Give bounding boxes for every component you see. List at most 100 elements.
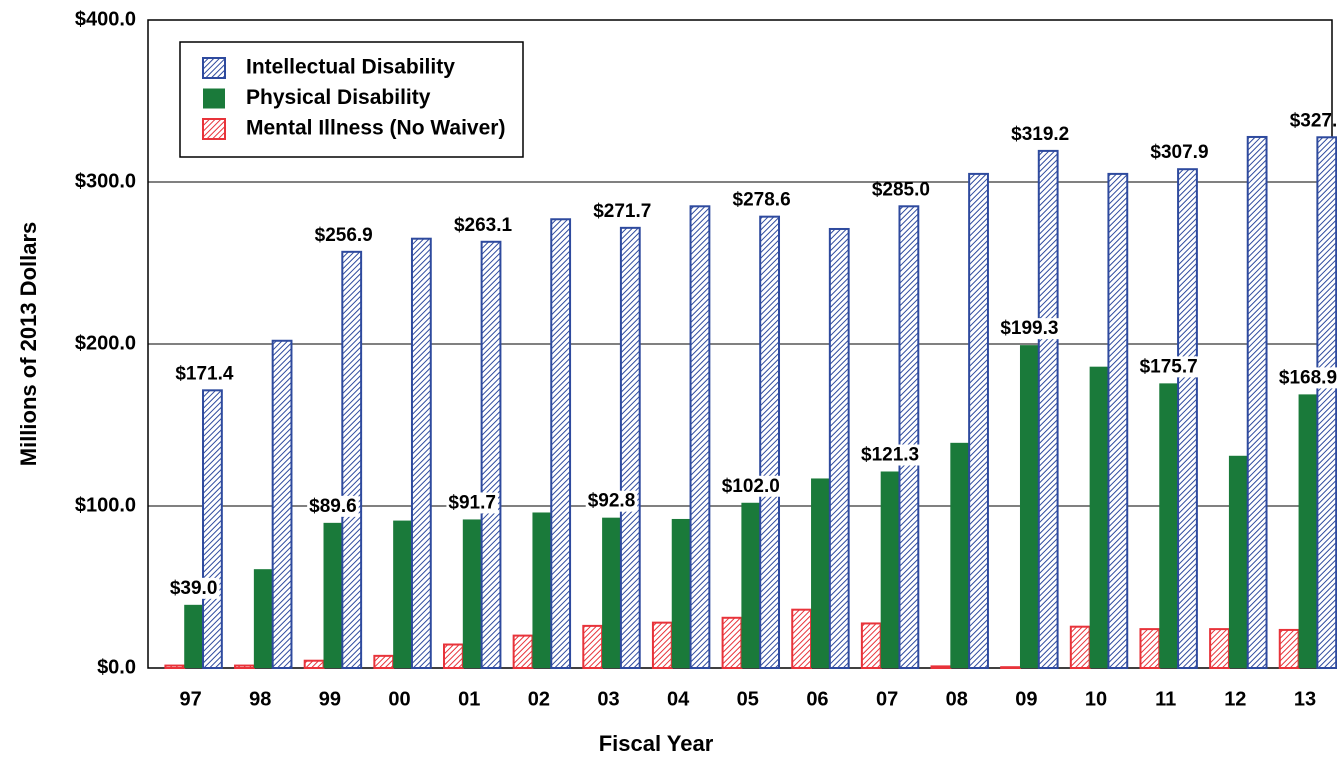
- bar: [373, 654, 395, 669]
- bar: [1069, 625, 1091, 670]
- bar: [1019, 345, 1039, 668]
- label-bg: [1276, 367, 1337, 389]
- label-bg: [859, 444, 922, 466]
- bar: [303, 659, 325, 670]
- legend-swatch: [202, 57, 226, 79]
- bar: [480, 240, 502, 669]
- bar: [759, 215, 781, 669]
- x-tick-label: 01: [458, 688, 480, 710]
- bar: [880, 471, 900, 668]
- x-tick-label: 07: [876, 688, 898, 710]
- bar: [393, 520, 412, 668]
- bar: [860, 622, 882, 670]
- value-label: $121.3: [861, 445, 919, 466]
- value-label: $199.3: [1000, 318, 1058, 339]
- value-label: $39.0: [170, 578, 218, 599]
- x-tick-label: 00: [388, 688, 410, 710]
- bar: [1177, 168, 1198, 669]
- bar: [1107, 172, 1129, 669]
- bar: [323, 522, 343, 668]
- y-tick-label: $100.0: [75, 494, 136, 516]
- label-bg: [998, 318, 1061, 340]
- x-tick-label: 13: [1294, 688, 1316, 710]
- y-tick-label: $400.0: [75, 8, 136, 30]
- bar: [512, 634, 534, 669]
- bar: [619, 226, 641, 669]
- value-label: $175.7: [1140, 356, 1198, 377]
- bar: [1316, 136, 1337, 669]
- bar: [950, 442, 970, 668]
- bar: [443, 643, 464, 670]
- value-label: $278.6: [733, 190, 791, 211]
- bar: [550, 218, 572, 669]
- bar: [651, 621, 673, 670]
- x-tick-label: 11: [1155, 688, 1176, 710]
- bar: [1209, 628, 1230, 669]
- value-label: $271.7: [593, 201, 651, 222]
- value-label: $307.9: [1150, 142, 1208, 163]
- value-label: $327.6: [1290, 110, 1337, 131]
- x-tick-label: 03: [597, 688, 619, 710]
- label-bg: [307, 495, 359, 517]
- bar: [791, 608, 813, 669]
- bar: [930, 665, 952, 670]
- bar: [1000, 666, 1021, 670]
- value-label: $256.9: [315, 225, 373, 246]
- value-label: $92.8: [588, 491, 636, 512]
- bar: [1037, 149, 1059, 669]
- x-tick-label: 98: [249, 688, 271, 710]
- value-label: $285.0: [872, 179, 930, 200]
- x-tick-label: 05: [737, 688, 759, 710]
- bar: [811, 478, 830, 668]
- x-tick-label: 04: [667, 688, 690, 710]
- bar: [968, 172, 989, 669]
- x-tick-label: 09: [1015, 688, 1037, 710]
- legend-swatch: [202, 118, 226, 140]
- bar: [532, 512, 552, 668]
- value-label: $263.1: [454, 215, 513, 236]
- bar: [462, 519, 482, 668]
- value-label: $168.9: [1279, 367, 1337, 388]
- legend-label: Intellectual Disability: [246, 56, 455, 79]
- legend-box: [179, 41, 524, 158]
- bar: [202, 389, 223, 669]
- x-tick-label: 10: [1085, 688, 1107, 710]
- bar: [271, 339, 293, 669]
- bar: [1228, 455, 1248, 668]
- bar: [828, 227, 850, 669]
- bar: [582, 624, 604, 670]
- x-tick-label: 06: [806, 688, 828, 710]
- bar: [721, 616, 743, 670]
- bar: [741, 502, 761, 668]
- legend-label: Mental Illness (No Waiver): [246, 117, 505, 140]
- bar: [1159, 383, 1179, 668]
- bar: [1089, 366, 1109, 668]
- label-bg: [719, 475, 782, 497]
- bar: [410, 237, 432, 669]
- x-axis-title: Fiscal Year: [599, 731, 714, 756]
- bar: [1139, 628, 1161, 669]
- bar: [253, 569, 273, 668]
- bar: [184, 604, 204, 668]
- bar: [234, 664, 255, 670]
- y-tick-label: $300.0: [75, 170, 136, 192]
- bar: [602, 517, 621, 668]
- y-tick-label: $200.0: [75, 332, 136, 354]
- label-bg: [585, 490, 638, 512]
- y-tick-label: $0.0: [97, 656, 136, 678]
- legend-swatch: [203, 88, 225, 109]
- bar: [689, 205, 711, 670]
- bar: [1278, 628, 1300, 669]
- bar: [1298, 394, 1318, 668]
- bar: [1246, 135, 1268, 670]
- x-tick-label: 08: [946, 688, 968, 710]
- label-bg: [167, 577, 220, 599]
- bar: [341, 250, 363, 670]
- y-axis-title: Millions of 2013 Dollars: [16, 222, 41, 467]
- label-bg: [1137, 356, 1200, 378]
- legend-label: Physical Disability: [246, 86, 431, 109]
- bar: [671, 518, 691, 668]
- x-tick-label: 99: [319, 688, 341, 710]
- x-tick-label: 12: [1224, 688, 1246, 710]
